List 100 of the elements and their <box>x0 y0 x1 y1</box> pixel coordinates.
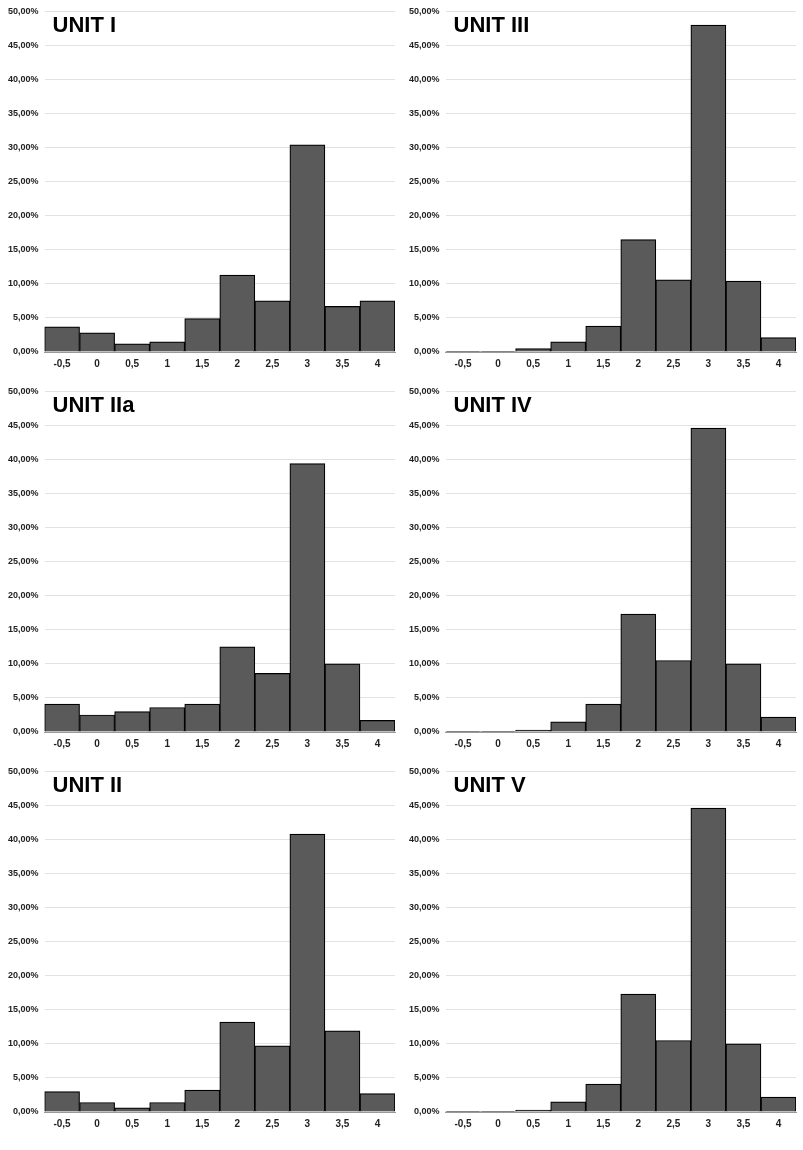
y-tick-label: 20,00% <box>7 970 39 981</box>
y-tick-label: 15,00% <box>408 244 440 255</box>
y-tick-label: 25,00% <box>7 556 39 567</box>
x-tick-label: 0,5 <box>125 357 140 369</box>
y-tick-label: 20,00% <box>408 970 440 981</box>
y-tick-label: 50,00% <box>408 5 440 16</box>
x-tick-label: 0,5 <box>125 1117 140 1129</box>
x-tick-label: 2 <box>635 357 642 369</box>
x-tick-label: 2,5 <box>265 357 280 369</box>
y-tick-label: 30,00% <box>408 142 440 153</box>
x-tick-label: 0 <box>495 357 502 369</box>
chart-title: UNIT IIa <box>52 392 136 418</box>
x-tick-label: 0 <box>94 357 101 369</box>
y-tick-label: 35,00% <box>408 868 440 879</box>
y-tick-label: 10,00% <box>408 1038 440 1049</box>
y-tick-label: 40,00% <box>7 834 39 844</box>
y-tick-label: 45,00% <box>408 39 440 50</box>
chart-title: UNIT III <box>453 12 530 38</box>
x-tick-label: 1,5 <box>195 737 210 749</box>
x-tick-label: 2 <box>234 737 241 749</box>
y-tick-label: 20,00% <box>7 590 39 601</box>
x-tick-label: 0 <box>495 737 502 749</box>
y-tick-label: 40,00% <box>408 454 440 464</box>
y-tick-label: 0,00% <box>12 726 39 737</box>
y-tick-label: 35,00% <box>7 868 39 879</box>
y-tick-label: 35,00% <box>7 488 39 499</box>
y-tick-label: 0,00% <box>12 346 39 357</box>
y-tick-label: 5,00% <box>413 692 440 703</box>
x-tick-label: 0 <box>94 737 101 749</box>
x-tick-label: 1 <box>164 357 171 369</box>
y-tick-label: 45,00% <box>7 419 39 430</box>
x-tick-label: 0 <box>495 1117 502 1129</box>
x-tick-label: 3 <box>304 737 311 749</box>
y-tick-label: 50,00% <box>7 5 39 16</box>
chart-title: UNIT II <box>52 772 123 798</box>
y-tick-label: 10,00% <box>7 1038 39 1049</box>
x-tick-label: 1,5 <box>195 357 210 369</box>
x-tick-label: 0,5 <box>526 357 541 369</box>
y-tick-label: 0,00% <box>413 346 440 357</box>
y-tick-label: 30,00% <box>408 902 440 913</box>
x-tick-label: 0,5 <box>526 1117 541 1129</box>
x-tick-label: 2,5 <box>265 737 280 749</box>
x-tick-label: 3,5 <box>335 357 350 369</box>
x-tick-label: 4 <box>374 1117 381 1129</box>
y-tick-label: 50,00% <box>7 765 39 776</box>
y-tick-label: 40,00% <box>408 834 440 844</box>
x-tick-label: 2,5 <box>265 1117 280 1129</box>
x-tick-label: 1 <box>565 357 572 369</box>
y-tick-label: 35,00% <box>408 108 440 119</box>
x-tick-label: 1,5 <box>195 1117 210 1129</box>
x-tick-label: 0,5 <box>526 737 541 749</box>
x-tick-label: 0 <box>94 1117 101 1129</box>
x-tick-label: 4 <box>374 357 381 369</box>
y-tick-label: 15,00% <box>7 1004 39 1015</box>
y-tick-label: 15,00% <box>408 1004 440 1015</box>
x-tick-label: 1 <box>164 737 171 749</box>
x-tick-label: 1,5 <box>596 737 611 749</box>
y-tick-label: 40,00% <box>7 74 39 84</box>
y-tick-label: 35,00% <box>408 488 440 499</box>
y-tick-label: 40,00% <box>7 454 39 464</box>
y-tick-label: 20,00% <box>7 210 39 221</box>
x-tick-label: 3 <box>705 737 712 749</box>
x-tick-label: 2 <box>234 357 241 369</box>
x-tick-label: 4 <box>374 737 381 749</box>
y-tick-label: 30,00% <box>7 902 39 913</box>
y-tick-label: 50,00% <box>7 385 39 396</box>
x-tick-label: 1 <box>164 1117 171 1129</box>
x-tick-label: 4 <box>775 737 782 749</box>
y-tick-label: 5,00% <box>12 312 39 323</box>
x-tick-label: 2 <box>635 737 642 749</box>
y-tick-label: 25,00% <box>7 176 39 187</box>
x-tick-label: -0,5 <box>454 737 473 749</box>
x-tick-label: 3,5 <box>335 737 350 749</box>
y-tick-label: 25,00% <box>408 176 440 187</box>
x-tick-label: 2,5 <box>666 1117 681 1129</box>
x-tick-label: 3 <box>705 357 712 369</box>
y-tick-label: 30,00% <box>408 522 440 533</box>
y-tick-label: 20,00% <box>408 210 440 221</box>
y-tick-label: 30,00% <box>7 522 39 533</box>
y-tick-label: 20,00% <box>408 590 440 601</box>
y-tick-label: 30,00% <box>7 142 39 153</box>
y-tick-label: 15,00% <box>7 244 39 255</box>
x-tick-label: 3,5 <box>736 1117 751 1129</box>
x-tick-label: 0,5 <box>125 737 140 749</box>
y-tick-label: 25,00% <box>408 556 440 567</box>
x-tick-label: 3 <box>304 357 311 369</box>
y-tick-label: 50,00% <box>408 385 440 396</box>
x-tick-label: 2 <box>635 1117 642 1129</box>
y-tick-label: 45,00% <box>7 799 39 810</box>
x-tick-label: 3 <box>304 1117 311 1129</box>
y-tick-label: 0,00% <box>12 1106 39 1117</box>
x-tick-label: -0,5 <box>53 357 72 369</box>
chart-title: UNIT V <box>453 772 526 798</box>
y-tick-label: 45,00% <box>408 419 440 430</box>
x-tick-label: -0,5 <box>454 1117 473 1129</box>
y-tick-label: 5,00% <box>413 312 440 323</box>
x-tick-label: 2,5 <box>666 737 681 749</box>
y-tick-label: 25,00% <box>7 936 39 947</box>
x-tick-label: 3 <box>705 1117 712 1129</box>
y-tick-label: 35,00% <box>7 108 39 119</box>
